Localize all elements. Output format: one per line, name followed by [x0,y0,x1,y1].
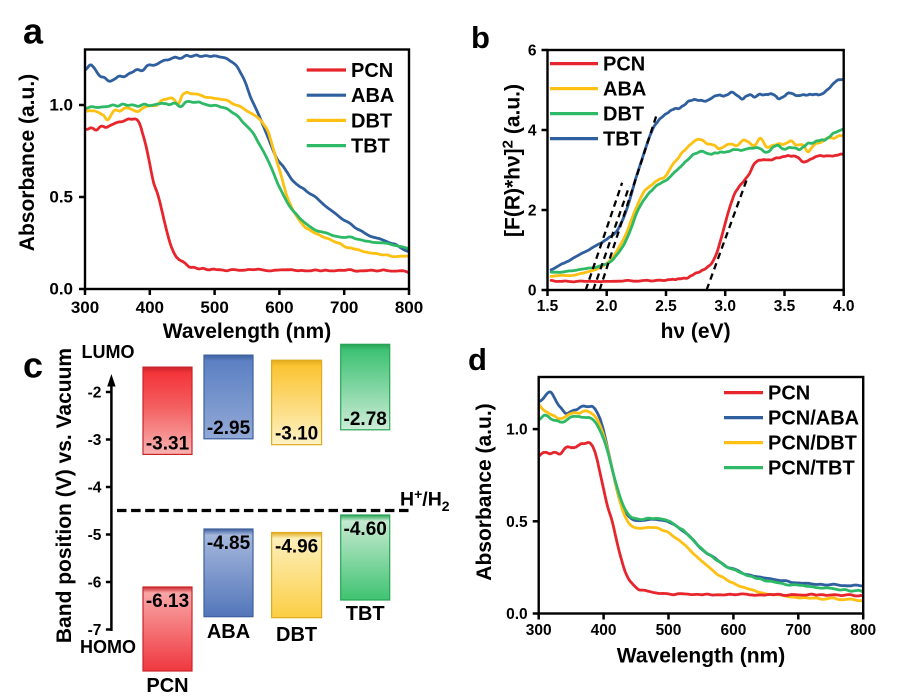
svg-text:[F(R)*hν]2 (a.u.): [F(R)*hν]2 (a.u.) [500,84,525,237]
svg-text:-4.96: -4.96 [275,537,318,558]
svg-text:400: 400 [591,622,617,639]
svg-text:ABA: ABA [207,621,250,643]
svg-text:300: 300 [526,622,552,639]
svg-text:300: 300 [71,298,99,317]
svg-text:-3.10: -3.10 [275,424,318,445]
svg-text:DBT: DBT [603,104,644,126]
svg-text:PCN: PCN [146,675,188,697]
svg-text:6: 6 [528,43,537,60]
svg-text:800: 800 [850,622,876,639]
svg-text:b: b [471,20,490,55]
svg-text:DBT: DBT [351,110,392,132]
svg-text:-3.31: -3.31 [146,433,190,454]
svg-text:700: 700 [785,622,811,639]
svg-text:4: 4 [528,123,537,140]
svg-text:700: 700 [330,298,358,317]
svg-text:hν (eV): hν (eV) [661,320,731,343]
svg-text:a: a [23,11,44,52]
svg-text:-4.60: -4.60 [344,519,387,540]
svg-text:PCN: PCN [351,60,393,82]
svg-text:-4.85: -4.85 [207,533,251,554]
svg-text:PCN/TBT: PCN/TBT [768,458,855,480]
svg-text:TBT: TBT [351,136,390,158]
svg-text:-2.95: -2.95 [207,418,251,439]
svg-text:4.0: 4.0 [833,298,855,315]
svg-text:0.0: 0.0 [49,280,73,299]
svg-text:3.5: 3.5 [774,298,796,315]
svg-text:ABA: ABA [603,79,646,101]
svg-text:0: 0 [528,283,537,300]
svg-text:1.0: 1.0 [49,96,73,115]
svg-text:ABA: ABA [351,85,394,107]
svg-text:LUMO: LUMO [82,342,135,362]
svg-text:-7: -7 [88,622,102,639]
svg-text:-4: -4 [88,480,102,497]
svg-text:1.0: 1.0 [506,422,528,439]
svg-text:1.5: 1.5 [537,298,559,315]
svg-text:Wavelength (nm): Wavelength (nm) [163,320,331,343]
svg-text:Absorbance (a.u.): Absorbance (a.u.) [16,74,39,251]
svg-text:500: 500 [656,622,682,639]
svg-text:H+/H2: H+/H2 [400,486,450,514]
svg-text:c: c [23,345,43,386]
svg-text:TBT: TBT [603,129,642,151]
svg-text:Wavelength (nm): Wavelength (nm) [617,645,785,668]
svg-text:-6: -6 [88,575,102,592]
svg-text:Band position (V) vs. Vacuum: Band position (V) vs. Vacuum [53,348,76,643]
svg-text:600: 600 [265,298,293,317]
svg-text:PCN/DBT: PCN/DBT [768,433,857,455]
svg-text:800: 800 [395,298,423,317]
svg-text:-5: -5 [88,527,102,544]
svg-text:Absorbance (a.u.): Absorbance (a.u.) [473,403,496,580]
svg-text:2.5: 2.5 [655,298,677,315]
svg-text:TBT: TBT [346,603,385,625]
svg-text:600: 600 [720,622,746,639]
svg-text:-2.78: -2.78 [344,409,387,430]
svg-text:PCN: PCN [768,383,810,405]
svg-text:-3: -3 [88,432,102,449]
svg-text:3.0: 3.0 [714,298,736,315]
svg-text:d: d [468,342,487,377]
svg-text:-6.13: -6.13 [146,591,189,612]
svg-text:-2: -2 [88,385,102,402]
svg-text:500: 500 [200,298,228,317]
svg-text:0.5: 0.5 [506,514,528,531]
svg-text:0.5: 0.5 [49,188,73,207]
svg-text:400: 400 [136,298,164,317]
svg-text:HOMO: HOMO [80,637,136,657]
svg-text:PCN/ABA: PCN/ABA [768,408,859,430]
svg-text:PCN: PCN [603,54,645,76]
svg-text:2: 2 [528,203,537,220]
svg-text:2.0: 2.0 [596,298,618,315]
svg-text:DBT: DBT [276,624,317,646]
svg-text:0.0: 0.0 [506,606,528,623]
